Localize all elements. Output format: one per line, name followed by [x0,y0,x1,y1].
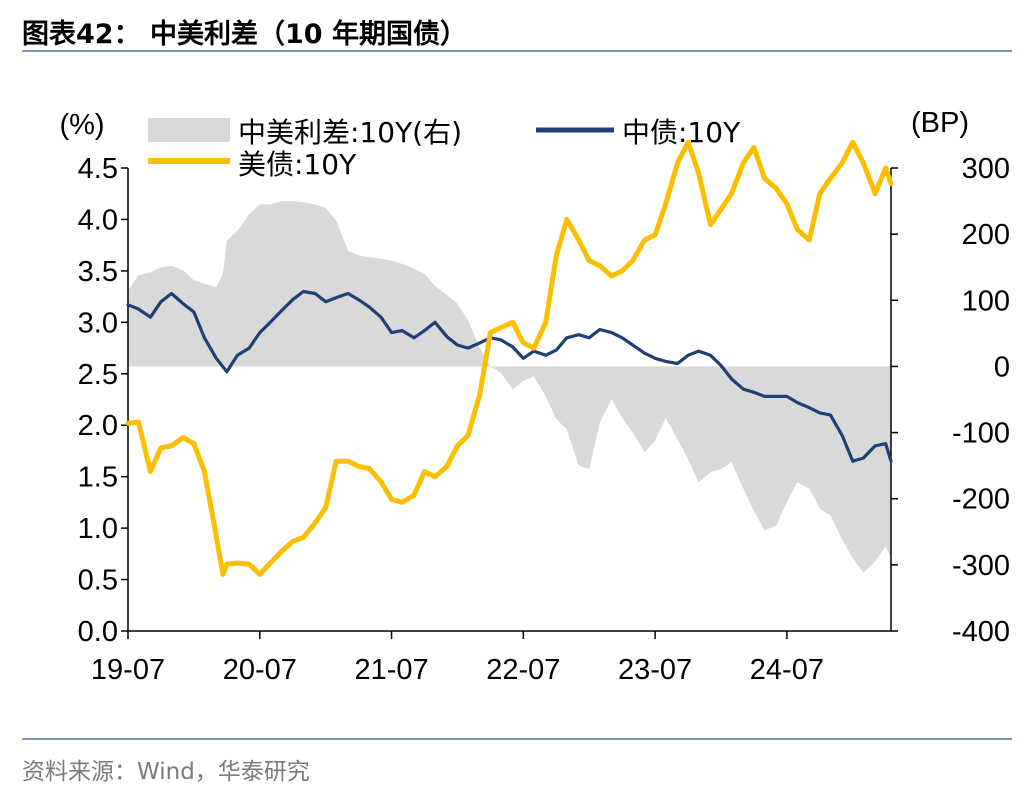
left-tick-label: 1.5 [78,462,118,494]
right-tick-label: -300 [952,550,1010,582]
spread-area-layer [128,201,891,573]
spread-chart: 0.0 0.5 1.0 1.5 2.0 2.5 3.0 3.5 4.0 4.5 -400 -300 -2… [59,107,1010,686]
left-tick-label: 2.5 [78,359,118,391]
left-tick-label: 3.0 [78,307,118,339]
series-spread-area [128,201,891,573]
lines-layer [125,139,894,577]
left-tick-label: 4.5 [78,153,118,185]
right-tick-label: -400 [952,616,1010,648]
right-tick-label: 100 [962,285,1010,317]
series-us-10y-line [125,139,894,577]
left-tick-label: 3.5 [78,256,118,288]
figure-title: 图表42： 中美利差（10 年期国债） [22,19,467,50]
legend-swatch-spread [148,118,230,142]
left-tick-label: 4.0 [78,204,118,236]
right-axis-unit: (BP) [911,107,969,139]
axes-layer: 0.0 0.5 1.0 1.5 2.0 2.5 3.0 3.5 4.0 4.5 -400 -300 -2… [78,153,1010,686]
right-tick-label: -100 [952,418,1010,450]
left-axis-unit: (%) [59,109,104,141]
right-tick-label: 0 [994,351,1010,383]
left-tick-label: 1.0 [78,513,118,545]
x-tick-label: 19-07 [91,654,165,686]
x-tick-label: 24-07 [750,654,824,686]
x-tick-label: 20-07 [223,654,297,686]
x-tick-label: 21-07 [354,654,428,686]
x-tick-label: 22-07 [486,654,560,686]
title-divider [22,50,1012,52]
series-cn-10y-line [126,289,893,463]
source-note: 资料来源：Wind，华泰研究 [22,759,310,785]
legend-label-spread: 中美利差:10Y(右) [238,116,462,149]
legend: 中美利差:10Y(右) 中债:10Y 美债:10Y [148,116,741,181]
right-tick-label: 300 [962,153,1010,185]
legend-label-us: 美债:10Y [238,148,357,181]
left-tick-label: 0.5 [78,565,118,597]
right-tick-label: -200 [952,484,1010,516]
source-divider [22,738,1012,740]
left-tick-label: 2.0 [78,410,118,442]
right-tick-label: 200 [962,219,1010,251]
x-tick-label: 23-07 [618,654,692,686]
legend-label-cn: 中债:10Y [622,116,741,149]
left-tick-label: 0.0 [78,616,118,648]
